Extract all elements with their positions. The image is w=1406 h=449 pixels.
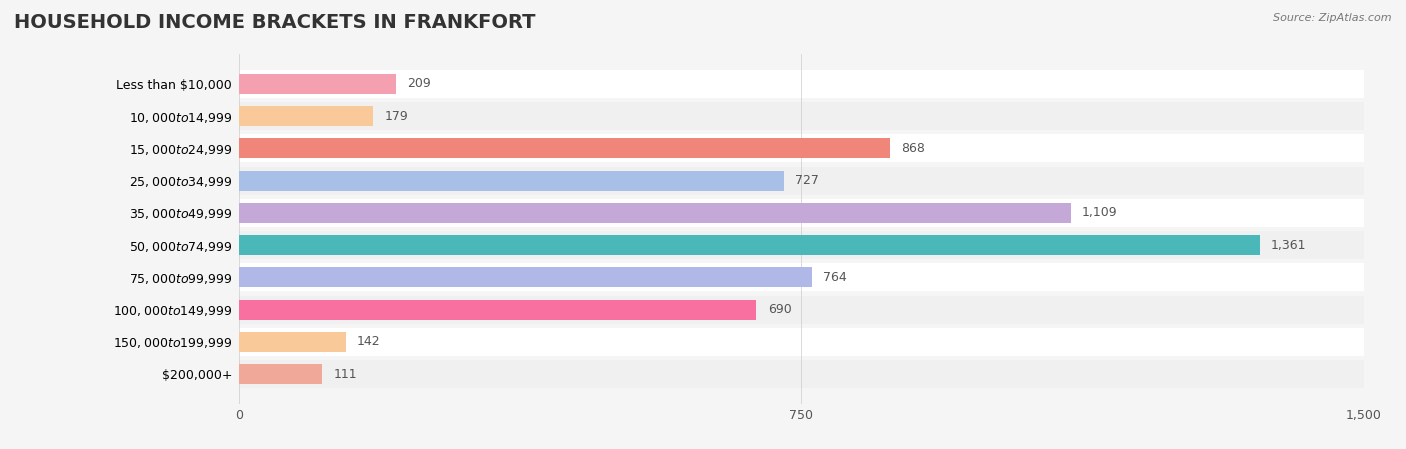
Bar: [239, 235, 1260, 255]
Bar: [239, 74, 395, 94]
Bar: [239, 295, 1364, 324]
Text: 142: 142: [357, 335, 381, 348]
Text: Source: ZipAtlas.com: Source: ZipAtlas.com: [1274, 13, 1392, 23]
Text: HOUSEHOLD INCOME BRACKETS IN FRANKFORT: HOUSEHOLD INCOME BRACKETS IN FRANKFORT: [14, 13, 536, 32]
Bar: [239, 134, 1364, 163]
Bar: [239, 203, 1070, 223]
Bar: [239, 264, 1364, 291]
Bar: [239, 299, 756, 320]
Text: 209: 209: [406, 77, 430, 90]
Bar: [239, 171, 785, 191]
Bar: [239, 332, 346, 352]
Bar: [239, 360, 1364, 388]
Bar: [239, 106, 373, 126]
Text: 690: 690: [768, 303, 792, 316]
Text: 1,361: 1,361: [1271, 238, 1306, 251]
Bar: [239, 328, 1364, 356]
Text: 868: 868: [901, 142, 925, 155]
Bar: [239, 102, 1364, 130]
Bar: [239, 167, 1364, 194]
Bar: [239, 364, 322, 384]
Text: 111: 111: [333, 368, 357, 381]
Text: 727: 727: [796, 174, 820, 187]
Text: 179: 179: [384, 110, 408, 123]
Text: 1,109: 1,109: [1081, 207, 1118, 220]
Bar: [239, 267, 811, 287]
Text: 764: 764: [823, 271, 846, 284]
Bar: [239, 199, 1364, 227]
Bar: [239, 231, 1364, 259]
Bar: [239, 70, 1364, 98]
Bar: [239, 138, 890, 158]
